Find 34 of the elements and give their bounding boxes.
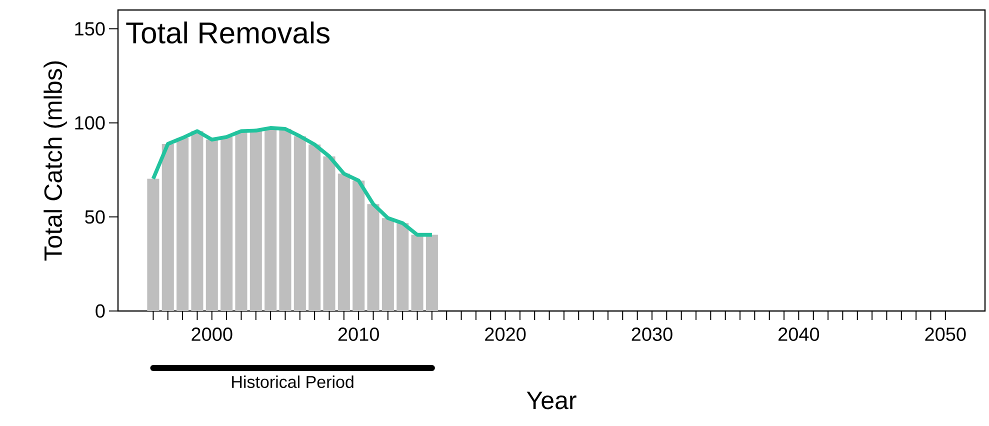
bar: [176, 138, 189, 311]
bar: [279, 128, 292, 311]
bar: [162, 144, 174, 311]
x-axis-title: Year: [526, 392, 576, 410]
bar: [250, 130, 262, 311]
bar: [308, 144, 321, 311]
chart-title: Total Removals: [126, 22, 330, 44]
bar: [338, 174, 350, 311]
bar: [235, 131, 248, 311]
y-axis-title: Total Catch (mlbs): [44, 61, 67, 261]
y-tick-label: 0: [96, 304, 105, 318]
x-tick-label: 2010: [338, 328, 379, 341]
x-tick-label: 2020: [485, 328, 526, 341]
y-tick-label: 150: [75, 22, 105, 36]
y-tick-label: 50: [85, 210, 105, 224]
bar: [396, 223, 409, 311]
x-tick-label: 2030: [632, 328, 672, 341]
bar: [220, 136, 233, 311]
x-tick-label: 2050: [925, 328, 966, 341]
line-series: [151, 126, 434, 237]
bar: [206, 140, 218, 311]
bar: [147, 178, 160, 311]
x-tick-label: 2000: [192, 328, 232, 341]
bar: [294, 136, 306, 311]
bar: [367, 204, 380, 311]
x-tick-label: 2040: [778, 328, 820, 341]
bar: [426, 234, 438, 311]
text: Historical Period: [232, 376, 354, 388]
bar: [191, 131, 204, 311]
bar: [323, 156, 336, 311]
bar: [352, 180, 365, 311]
y-tick-label: 100: [75, 116, 105, 130]
bar: [382, 218, 394, 311]
bar: [411, 234, 424, 311]
